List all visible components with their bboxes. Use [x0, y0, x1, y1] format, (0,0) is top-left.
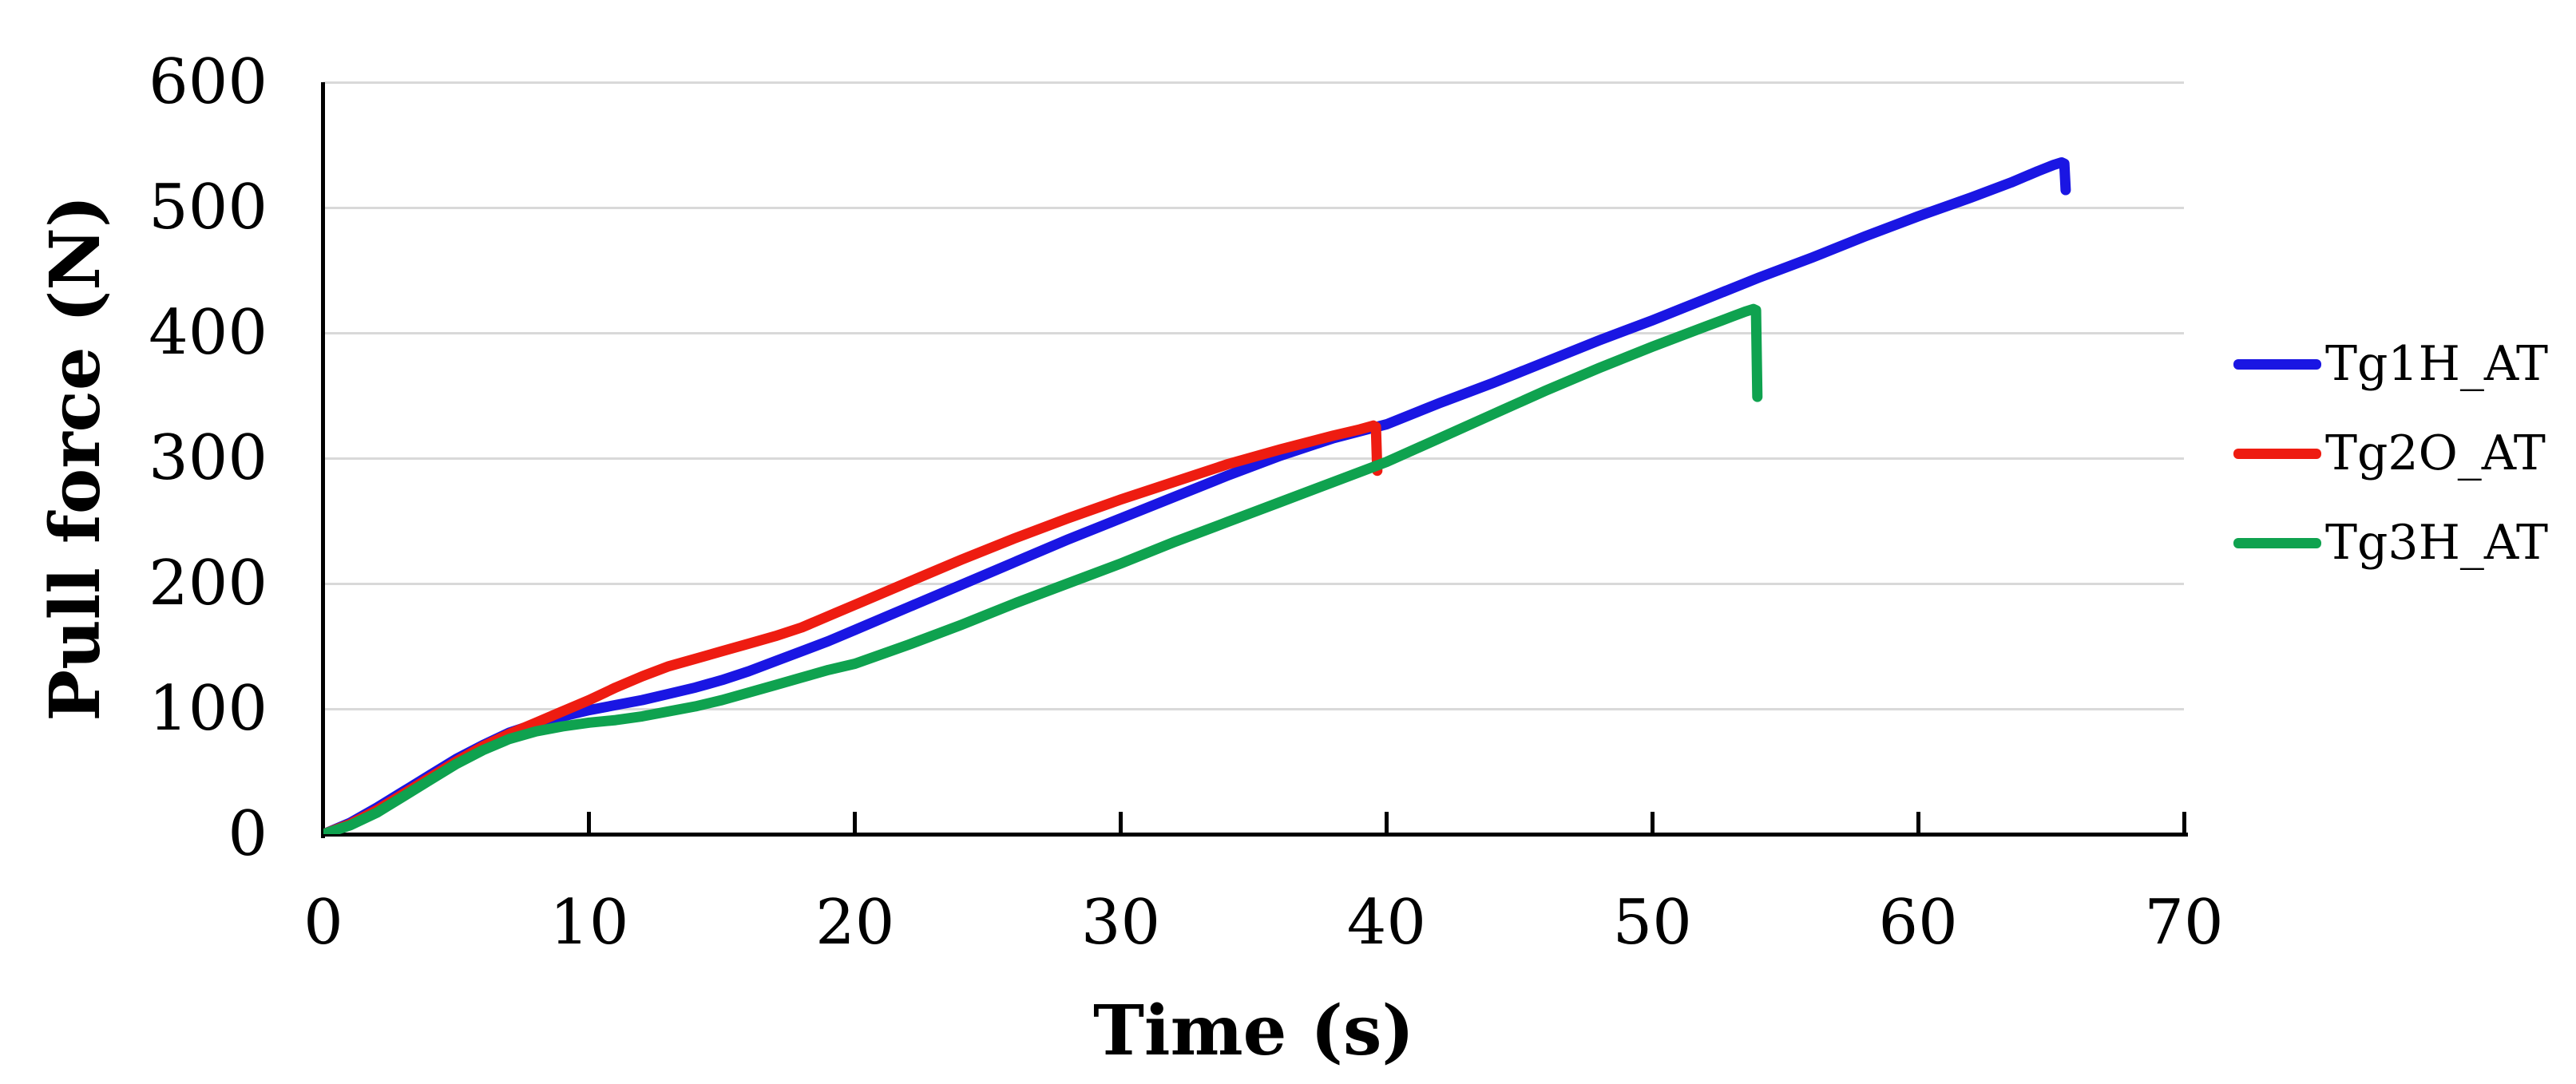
x-axis-title: Time (s): [1092, 991, 1415, 1071]
x-tickmark-40: [1384, 812, 1389, 834]
y-axis-line: [321, 82, 325, 838]
y-tick-label-100: 100: [149, 673, 268, 745]
gridline-y-600: [323, 81, 2184, 84]
x-tick-label-40: 40: [1346, 887, 1427, 959]
x-tick-label-70: 70: [2144, 887, 2224, 959]
gridline-y-400: [323, 331, 2184, 334]
y-tick-label-0: 0: [228, 798, 268, 870]
x-tickmark-20: [853, 812, 858, 834]
x-tickmark-70: [2182, 812, 2186, 834]
legend-item-tg3h_at: Tg3H_AT: [2233, 498, 2569, 587]
legend-label: Tg3H_AT: [2325, 515, 2548, 571]
legend-label: Tg1H_AT: [2325, 336, 2548, 392]
gridline-y-200: [323, 582, 2184, 585]
legend-swatch-tg1h_at: [2233, 358, 2321, 370]
series-line-tg3h_at: [323, 303, 1763, 834]
x-tickmark-30: [1119, 812, 1124, 834]
x-tickmark-60: [1916, 812, 1920, 834]
gridline-y-500: [323, 206, 2184, 209]
y-tick-label-300: 300: [149, 422, 268, 494]
legend-swatch-tg2o_at: [2233, 448, 2321, 459]
y-tick-label-500: 500: [149, 172, 268, 243]
x-tick-label-20: 20: [815, 887, 895, 959]
x-tick-label-50: 50: [1612, 887, 1692, 959]
x-tickmark-50: [1650, 812, 1655, 834]
x-tick-label-10: 10: [549, 887, 629, 959]
legend: Tg1H_AT Tg2O_AT Tg3H_AT: [2233, 319, 2569, 587]
series-curves: [323, 157, 2071, 834]
x-axis-line: [321, 833, 2188, 837]
legend-item-tg2o_at: Tg2O_AT: [2233, 409, 2569, 498]
y-tick-label-200: 200: [149, 548, 268, 619]
gridline-y-100: [323, 707, 2184, 710]
legend-item-tg1h_at: Tg1H_AT: [2233, 319, 2569, 409]
x-tick-label-60: 60: [1878, 887, 1958, 959]
y-tick-label-400: 400: [149, 297, 268, 369]
series-line-tg1h_at: [323, 157, 2071, 834]
x-tick-label-30: 30: [1080, 887, 1161, 959]
y-tick-label-600: 600: [149, 46, 268, 118]
legend-label: Tg2O_AT: [2325, 425, 2546, 481]
x-tick-label-0: 0: [303, 887, 343, 959]
legend-swatch-tg3h_at: [2233, 537, 2321, 548]
x-tickmark-10: [587, 812, 592, 834]
